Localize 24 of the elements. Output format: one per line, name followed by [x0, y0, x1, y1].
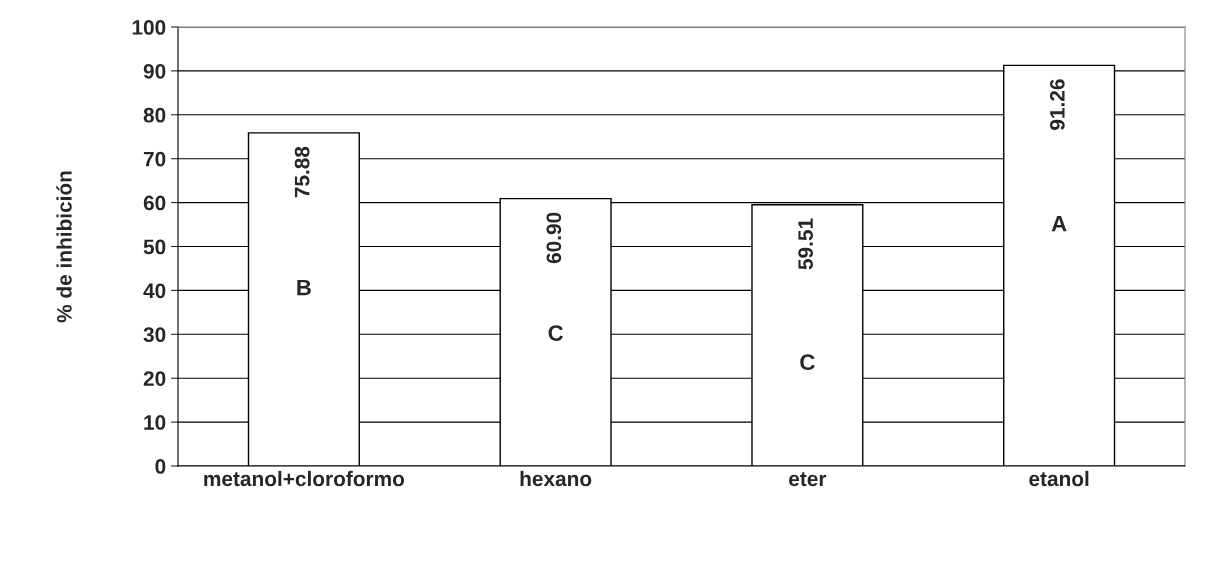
y-tick-label: 20 [143, 371, 166, 386]
y-tick-label: 100 [132, 20, 166, 35]
annotation: A [1051, 216, 1067, 232]
data-label: 91.26 [1049, 79, 1065, 130]
y-tick-label: 80 [143, 107, 166, 123]
y-tick-label: 10 [144, 415, 166, 430]
annotation: C [800, 354, 815, 371]
annotation: B [297, 279, 311, 296]
data-label: 75.88 [294, 146, 310, 198]
annotation: C [548, 325, 564, 341]
x-tick-label: eter [789, 472, 827, 487]
y-tick-label: 50 [143, 239, 166, 255]
y-tick-label: 60 [143, 195, 166, 211]
y-tick-label: 90 [143, 63, 166, 79]
y-tick-label: 40 [143, 283, 166, 299]
x-tick-label: etanol [1029, 470, 1089, 487]
x-tick-label: metanol+cloroformo [204, 470, 405, 487]
y-tick-label: 30 [143, 327, 166, 343]
y-tick-label: 70 [143, 151, 166, 167]
data-label: 59.51 [798, 218, 813, 270]
data-label: 60.90 [546, 212, 562, 264]
x-tick-label: hexano [520, 470, 592, 487]
y-tick-label: 0 [155, 459, 166, 474]
y-axis-title: % de inhibición [56, 171, 72, 323]
